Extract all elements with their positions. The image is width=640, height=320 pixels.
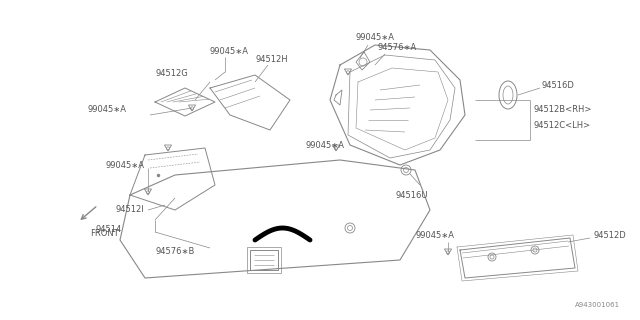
Text: 99045∗A: 99045∗A [355,34,394,43]
Text: 94576∗A: 94576∗A [378,44,417,52]
Text: 94516U: 94516U [395,190,428,199]
Text: 94516D: 94516D [542,82,575,91]
Text: 99045∗A: 99045∗A [88,106,127,115]
Text: 99045∗A: 99045∗A [105,161,144,170]
Text: 94512D: 94512D [593,231,626,241]
Text: 94512C<LH>: 94512C<LH> [533,121,590,130]
Text: 94576∗B: 94576∗B [155,247,195,257]
Text: 94514: 94514 [95,226,121,235]
Text: 94512G: 94512G [155,69,188,78]
Text: 99045∗A: 99045∗A [415,230,454,239]
Text: 99045∗A: 99045∗A [210,47,249,57]
Text: 94512H: 94512H [255,55,287,65]
Text: FRONT: FRONT [90,228,119,237]
Text: A943001061: A943001061 [575,302,620,308]
Text: 99045∗A: 99045∗A [305,140,344,149]
Text: 94512B<RH>: 94512B<RH> [533,106,591,115]
Text: 94512I: 94512I [115,205,144,214]
